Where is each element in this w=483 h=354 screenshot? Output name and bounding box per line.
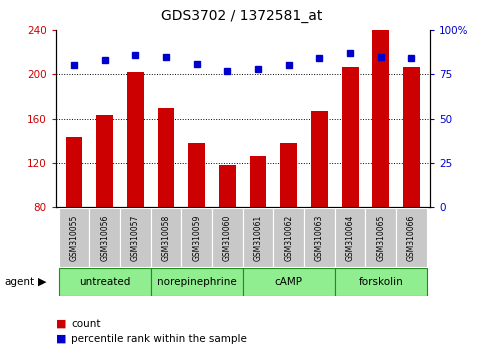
Bar (372, 29, 389, 207)
Text: ▶: ▶ (38, 277, 47, 287)
Bar (181, 208, 212, 267)
Bar (151, 208, 181, 267)
Bar (66, 137, 83, 207)
Bar (335, 268, 427, 296)
Text: GSM310066: GSM310066 (407, 214, 416, 261)
Bar (157, 108, 174, 207)
Bar (127, 72, 144, 207)
Bar (366, 208, 396, 267)
Text: GSM310058: GSM310058 (161, 215, 170, 261)
Text: GSM310057: GSM310057 (131, 214, 140, 261)
Bar (403, 67, 420, 207)
Text: GDS3702 / 1372581_at: GDS3702 / 1372581_at (161, 9, 322, 23)
Text: GSM310056: GSM310056 (100, 214, 109, 261)
Bar (341, 67, 358, 207)
Bar (335, 208, 366, 267)
Bar (243, 208, 273, 267)
Text: GSM310061: GSM310061 (254, 215, 263, 261)
Text: percentile rank within the sample: percentile rank within the sample (71, 334, 247, 344)
Text: GSM310062: GSM310062 (284, 215, 293, 261)
Text: ■: ■ (56, 334, 66, 344)
Bar (212, 208, 243, 267)
Bar (219, 165, 236, 207)
Text: forskolin: forskolin (358, 277, 403, 287)
Bar (396, 208, 427, 267)
Bar (151, 268, 243, 296)
Text: GSM310060: GSM310060 (223, 214, 232, 261)
Text: norepinephrine: norepinephrine (157, 277, 237, 287)
Text: GSM310063: GSM310063 (315, 214, 324, 261)
Bar (89, 208, 120, 267)
Text: agent: agent (5, 277, 35, 287)
Text: count: count (71, 319, 101, 329)
Bar (273, 208, 304, 267)
Text: GSM310059: GSM310059 (192, 214, 201, 261)
Text: GSM310065: GSM310065 (376, 214, 385, 261)
Bar (250, 156, 267, 207)
Text: ■: ■ (56, 319, 66, 329)
Text: GSM310064: GSM310064 (346, 214, 355, 261)
Bar (120, 208, 151, 267)
Bar (188, 143, 205, 207)
Bar (304, 208, 335, 267)
Text: untreated: untreated (79, 277, 130, 287)
Bar (58, 268, 151, 296)
Bar (243, 268, 335, 296)
Bar (96, 115, 113, 207)
Text: cAMP: cAMP (275, 277, 303, 287)
Bar (280, 143, 297, 207)
Bar (58, 208, 89, 267)
Bar (311, 111, 328, 207)
Text: GSM310055: GSM310055 (70, 214, 78, 261)
